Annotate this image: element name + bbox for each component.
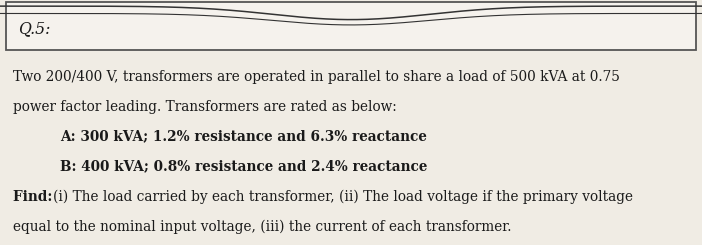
Text: (i) The load carried by each transformer, (ii) The load voltage if the primary v: (i) The load carried by each transformer…	[53, 190, 633, 204]
Text: Two 200/400 V, transformers are operated in parallel to share a load of 500 kVA : Two 200/400 V, transformers are operated…	[13, 70, 619, 84]
Text: Find:: Find:	[13, 190, 57, 204]
Text: B: 400 kVA; 0.8% resistance and 2.4% reactance: B: 400 kVA; 0.8% resistance and 2.4% rea…	[60, 159, 427, 174]
Text: equal to the nominal input voltage, (iii) the current of each transformer.: equal to the nominal input voltage, (iii…	[13, 220, 511, 234]
Text: A: 300 kVA; 1.2% resistance and 6.3% reactance: A: 300 kVA; 1.2% resistance and 6.3% rea…	[60, 129, 427, 143]
Bar	[6, 2, 696, 50]
Text: Q.5:: Q.5:	[18, 20, 50, 37]
Text: power factor leading. Transformers are rated as below:: power factor leading. Transformers are r…	[13, 99, 397, 114]
